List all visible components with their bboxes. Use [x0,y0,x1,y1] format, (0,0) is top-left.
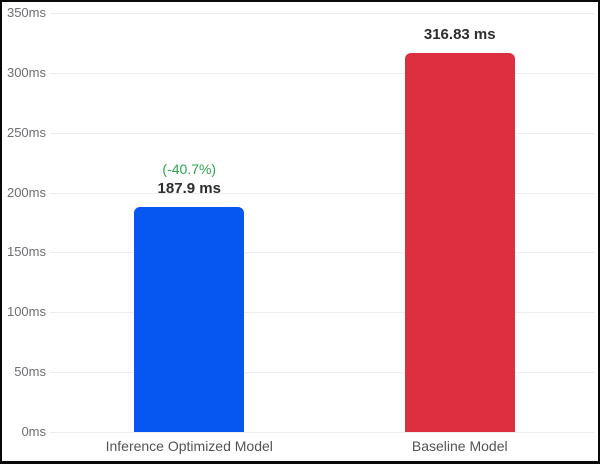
bar-value-label: 316.83 ms [423,25,496,43]
y-axis-tick-label: 200ms [6,184,46,200]
x-axis-category-label: Baseline Model [411,438,508,454]
y-gridline [50,192,594,194]
y-axis-tick-label: 50ms [14,364,46,380]
y-gridline [50,252,594,254]
x-axis-category-label: Inference Optimized Model [105,438,273,454]
bar-optimized [134,207,245,432]
bar-value-label: 187.9 ms [157,180,221,198]
y-gridline [50,72,594,74]
y-axis-tick-label: 0ms [21,424,46,439]
y-axis-tick-label: 300ms [6,64,46,80]
y-gridline [50,432,594,433]
y-axis-tick-label: 350ms [6,5,46,20]
y-axis-tick-label: 100ms [6,304,46,320]
delta-percent-label: (-40.7%) [162,161,217,178]
y-gridline [50,132,594,134]
y-gridline [50,312,594,314]
y-gridline [50,372,594,374]
y-axis-tick-label: 250ms [6,124,46,140]
y-axis-tick-label: 150ms [6,244,46,260]
y-gridline [50,13,594,14]
bar-baseline [404,52,515,432]
